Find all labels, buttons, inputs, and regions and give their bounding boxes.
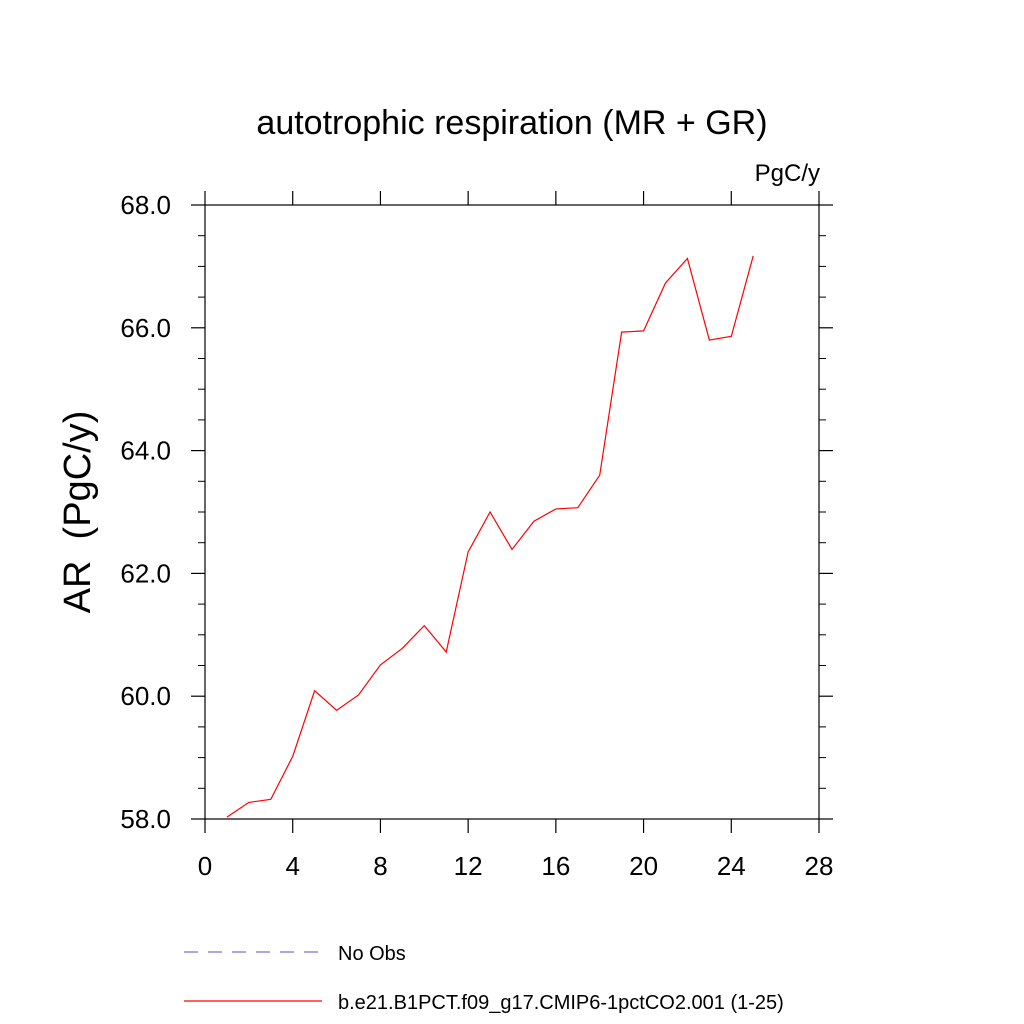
- y-tick-label: 66.0: [120, 313, 171, 343]
- x-tick-label: 20: [629, 851, 658, 881]
- y-tick-label: 58.0: [120, 804, 171, 834]
- y-tick-label: 64.0: [120, 436, 171, 466]
- chart-title: autotrophic respiration (MR + GR): [256, 104, 767, 142]
- x-tick-label: 16: [541, 851, 570, 881]
- y-tick-labels: 58.0 60.0 62.0 64.0 66.0 68.0: [120, 190, 171, 834]
- legend: No Obs b.e21.B1PCT.f09_g17.CMIP6-1pctCO2.…: [184, 943, 784, 1014]
- units-label: PgC/y: [755, 160, 820, 187]
- y-tick-label: 60.0: [120, 681, 171, 711]
- x-tick-labels: 0 4 8 12 16 20 24 28: [198, 851, 834, 881]
- x-tick-label: 24: [717, 851, 746, 881]
- y-tick-label: 68.0: [120, 190, 171, 220]
- x-tick-label: 12: [454, 851, 483, 881]
- series-line: [226, 255, 754, 818]
- legend-label: No Obs: [338, 943, 406, 965]
- x-tick-label: 28: [805, 851, 834, 881]
- y-axis-label: AR (PgC/y): [57, 411, 99, 614]
- y-tick-label: 62.0: [120, 558, 171, 588]
- plot-frame: [204, 204, 820, 820]
- x-tick-label: 8: [373, 851, 387, 881]
- series-lines: [226, 255, 754, 818]
- x-tick-label: 0: [198, 851, 212, 881]
- x-tick-label: 4: [285, 851, 299, 881]
- axis-ticks: [191, 191, 833, 833]
- legend-label: b.e21.B1PCT.f09_g17.CMIP6-1pctCO2.001 (1…: [338, 992, 784, 1014]
